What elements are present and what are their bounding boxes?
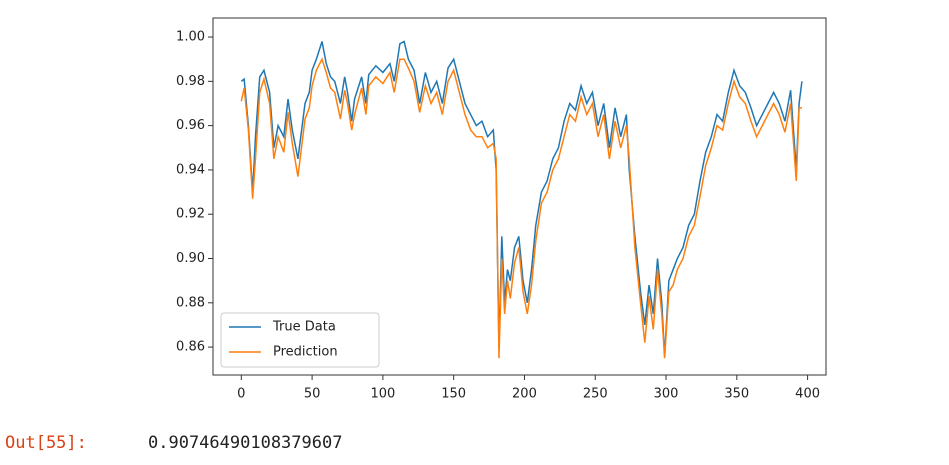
x-tick-label: 300 bbox=[654, 387, 679, 402]
chart: 0 50 100 150 200 250 300 350 400 0.86 0.88 0.90 0.92… bbox=[176, 17, 827, 402]
x-tick-label: 150 bbox=[441, 387, 466, 402]
x-tick-label: 250 bbox=[583, 387, 608, 402]
legend-label: True Data bbox=[272, 320, 336, 335]
x-tick-label: 50 bbox=[304, 387, 321, 402]
output-prompt: Out[55]: bbox=[5, 433, 87, 453]
y-tick-label: 0.96 bbox=[176, 118, 205, 133]
x-tick-label: 200 bbox=[512, 387, 537, 402]
y-tick-label: 0.90 bbox=[176, 251, 205, 266]
x-tick-label: 0 bbox=[237, 387, 245, 402]
legend-label: Prediction bbox=[273, 345, 338, 360]
line-series bbox=[240, 57, 802, 359]
y-tick-label: 0.98 bbox=[176, 74, 205, 89]
x-tick-label: 400 bbox=[795, 387, 820, 402]
x-tick-label: 100 bbox=[370, 387, 395, 402]
output-value: 0.90746490108379607 bbox=[148, 433, 343, 453]
line-series bbox=[240, 40, 803, 356]
plot-frame bbox=[212, 17, 827, 376]
y-tick-label: 1.00 bbox=[176, 30, 205, 45]
y-tick-label: 0.94 bbox=[176, 162, 205, 177]
y-tick-label: 0.92 bbox=[176, 207, 205, 222]
x-tick-label: 350 bbox=[724, 387, 749, 402]
y-tick-label: 0.86 bbox=[176, 340, 205, 355]
y-tick-label: 0.88 bbox=[176, 295, 205, 310]
